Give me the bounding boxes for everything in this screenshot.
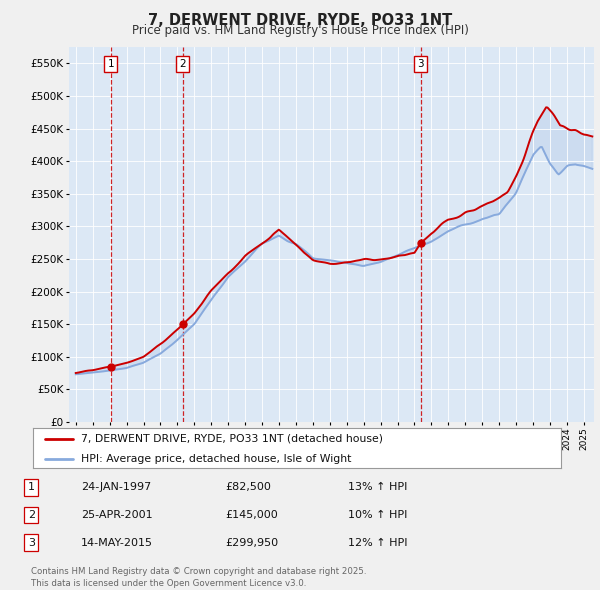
Text: 12% ↑ HPI: 12% ↑ HPI — [348, 538, 407, 548]
Text: Price paid vs. HM Land Registry's House Price Index (HPI): Price paid vs. HM Land Registry's House … — [131, 24, 469, 37]
Text: Contains HM Land Registry data © Crown copyright and database right 2025.
This d: Contains HM Land Registry data © Crown c… — [31, 568, 367, 588]
Text: 25-APR-2001: 25-APR-2001 — [81, 510, 152, 520]
Text: £299,950: £299,950 — [225, 538, 278, 548]
Text: 3: 3 — [28, 538, 35, 548]
Text: 1: 1 — [107, 59, 114, 69]
Text: 13% ↑ HPI: 13% ↑ HPI — [348, 483, 407, 492]
Text: 2: 2 — [28, 510, 35, 520]
Text: £82,500: £82,500 — [225, 483, 271, 492]
Text: 3: 3 — [418, 59, 424, 69]
Text: 7, DERWENT DRIVE, RYDE, PO33 1NT: 7, DERWENT DRIVE, RYDE, PO33 1NT — [148, 13, 452, 28]
Text: £145,000: £145,000 — [225, 510, 278, 520]
Text: 24-JAN-1997: 24-JAN-1997 — [81, 483, 151, 492]
Text: 7, DERWENT DRIVE, RYDE, PO33 1NT (detached house): 7, DERWENT DRIVE, RYDE, PO33 1NT (detach… — [80, 434, 383, 444]
Text: 14-MAY-2015: 14-MAY-2015 — [81, 538, 153, 548]
Text: 10% ↑ HPI: 10% ↑ HPI — [348, 510, 407, 520]
Text: 2: 2 — [179, 59, 186, 69]
Text: 1: 1 — [28, 483, 35, 492]
Text: HPI: Average price, detached house, Isle of Wight: HPI: Average price, detached house, Isle… — [80, 454, 351, 464]
